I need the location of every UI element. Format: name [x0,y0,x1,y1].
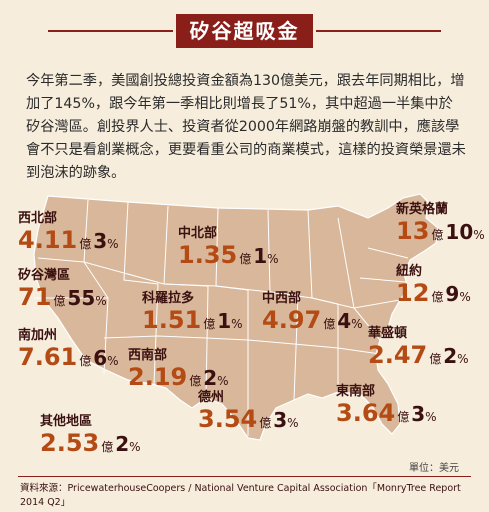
region-southern-california: 南加州 7.61 億 6% [18,328,119,370]
region-pct: 6 [93,346,108,370]
intro-paragraph: 今年第二季，美國創投總投資金額為130億美元，跟去年同期相比，增加了145%，跟… [26,73,466,181]
region-name: 紐約 [396,264,423,279]
unit-label: 億 [53,294,66,308]
region-name: 西南部 [128,348,168,363]
pct-sign: % [267,252,279,266]
region-value: 71 [18,283,52,311]
pct-sign: % [473,228,485,242]
region-northwest: 西北部 4.11 億 3% [18,211,119,253]
region-southwest: 西南部 2.19 億 2% [128,348,229,390]
region-name: 科羅拉多 [142,291,195,306]
title-rule-left [48,30,173,32]
pct-sign: % [457,352,469,366]
region-name: 其他地區 [40,414,93,429]
unit-label: 億 [79,354,92,368]
unit-label: 億 [259,416,272,430]
region-value: 2.47 [368,341,428,369]
pct-sign: % [95,294,107,308]
region-north-central: 中北部 1.35 億 1% [178,226,279,268]
region-washington: 華盛頓 2.47 億 2% [368,326,469,368]
page-title: 矽谷超吸金 [176,14,313,48]
region-value: 13 [396,217,430,245]
pct-sign: % [129,440,141,454]
region-pct: 1 [217,309,232,333]
region-value: 2.53 [40,429,100,457]
region-name: 矽谷灣區 [18,268,71,283]
region-value: 3.64 [336,399,396,427]
title-rule-right [316,30,441,32]
region-name: 西北部 [18,211,58,226]
region-name: 南加州 [18,328,58,343]
pct-sign: % [351,317,363,331]
region-new-york: 紐約 12 億 9% [396,264,471,306]
unit-label: 億 [189,374,202,388]
unit-label: 億 [431,228,444,242]
region-pct: 3 [411,402,426,426]
unit-label: 億 [431,290,444,304]
unit-label: 億 [323,317,336,331]
region-pct: 2 [443,344,458,368]
region-texas: 德州 3.54 億 3% [198,390,299,432]
region-silicon-valley: 矽谷灣區 71 億 55% [18,268,107,310]
divider [18,476,471,477]
region-pct: 10 [445,220,474,244]
pct-sign: % [459,290,471,304]
pct-sign: % [231,317,243,331]
unit-label: 億 [203,317,216,331]
pct-sign: % [425,410,437,424]
pct-sign: % [287,416,299,430]
region-colorado: 科羅拉多 1.51 億 1% [142,291,243,333]
unit-label: 億 [79,237,92,251]
region-midwest: 中西部 4.97 億 4% [262,291,363,333]
us-map-shape [33,193,439,441]
us-map [8,188,481,458]
region-pct: 2 [115,432,130,456]
infographic: 矽谷超吸金 今年第二季，美國創投總投資金額為130億美元，跟去年同期相比，增加了… [8,8,485,508]
region-other: 其他地區 2.53 億 2% [40,414,141,456]
pct-sign: % [107,354,119,368]
us-mainland [33,193,439,441]
unit-label: 億 [101,440,114,454]
region-pct: 4 [337,309,352,333]
region-value: 7.61 [18,343,78,371]
region-value: 4.11 [18,226,78,254]
region-pct: 9 [445,282,460,306]
region-name: 中西部 [262,291,302,306]
region-name: 新英格蘭 [396,202,449,217]
unit-label: 億 [429,352,442,366]
region-value: 4.97 [262,306,322,334]
unit-label: 億 [397,410,410,424]
region-value: 1.35 [178,241,238,269]
region-value: 1.51 [142,306,202,334]
region-name: 中北部 [178,226,218,241]
state-borders [34,199,409,436]
region-name: 德州 [198,390,225,405]
region-pct: 3 [273,408,288,432]
region-pct: 1 [253,244,268,268]
source-citation: 資料來源：PricewaterhouseCoopers / National V… [20,483,461,508]
title-bar: 矽谷超吸金 [8,12,481,50]
pct-sign: % [107,237,119,251]
region-value: 2.19 [128,363,188,391]
region-new-england: 新英格蘭 13 億 10% [396,202,485,244]
region-southeast: 東南部 3.64 億 3% [336,384,437,426]
region-value: 12 [396,279,430,307]
region-pct: 2 [203,366,218,390]
unit-note: 單位：美元 [409,463,459,474]
region-pct: 55 [67,286,96,310]
pct-sign: % [217,374,229,388]
region-name: 東南部 [336,384,376,399]
region-name: 華盛頓 [368,326,408,341]
region-value: 3.54 [198,405,258,433]
region-pct: 3 [93,229,108,253]
unit-label: 億 [239,252,252,266]
